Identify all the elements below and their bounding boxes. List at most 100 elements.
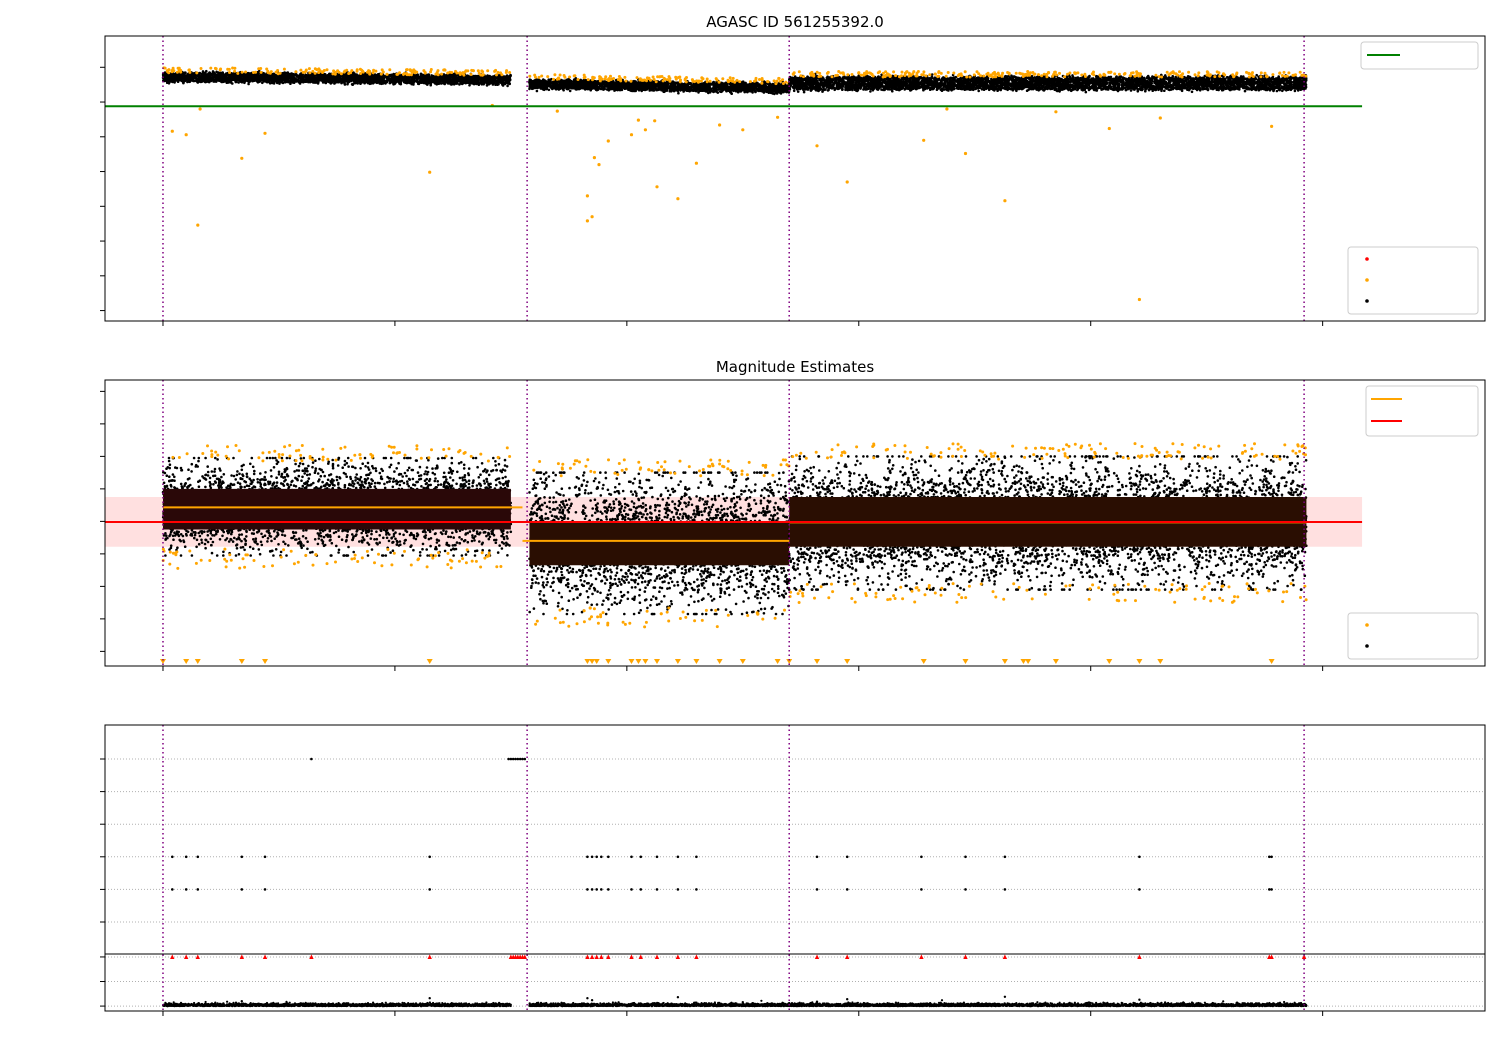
ok-point [434, 81, 437, 84]
ok-point [359, 82, 362, 85]
highlighted-point [350, 69, 354, 73]
ok-point [320, 73, 324, 77]
ok-point [502, 82, 506, 85]
highlighted-point [455, 71, 459, 75]
highlighted-point [359, 72, 363, 75]
highlighted-point [240, 70, 244, 74]
highlighted-point [494, 68, 498, 72]
ok-point [506, 84, 509, 88]
ok-point [283, 71, 287, 74]
ok-point [468, 84, 471, 87]
highlighted-point [361, 70, 365, 74]
highlighted-point [313, 67, 317, 71]
ok-point [543, 85, 547, 89]
ok-point [346, 79, 350, 82]
highlighted-point [372, 68, 376, 72]
ok-point [180, 79, 183, 83]
ok-point [464, 81, 467, 85]
highlighted-point [396, 72, 399, 76]
ok-point [176, 80, 180, 83]
ok-point [442, 82, 445, 85]
ok-point [254, 79, 258, 82]
ok-point [425, 73, 429, 77]
ok-point [508, 78, 512, 81]
ok-point [501, 78, 505, 81]
ok-point [237, 81, 240, 84]
highlighted-point [463, 70, 467, 74]
plot-area-1 [105, 36, 1363, 321]
ok-point [255, 74, 259, 78]
ok-point [200, 77, 203, 81]
ok-point [473, 74, 477, 78]
ok-point [418, 80, 422, 83]
highlighted-point [259, 70, 263, 74]
ok-point [399, 77, 402, 80]
highlighted-point [218, 68, 222, 72]
highlighted-point [231, 66, 235, 70]
highlighted-point [199, 67, 203, 70]
highlighted-point [308, 71, 312, 75]
highlighted-point [179, 70, 183, 74]
ok-point [273, 78, 276, 82]
highlighted-point [429, 70, 433, 74]
ok-point [366, 81, 370, 85]
ok-point [460, 76, 464, 80]
ok-point [461, 79, 464, 83]
ok-point [289, 76, 293, 80]
ok-point [261, 81, 264, 85]
ok-point [482, 82, 485, 85]
highlighted-point [325, 68, 329, 72]
ok-point [306, 80, 310, 83]
ok-point [185, 78, 188, 81]
ok-point [210, 72, 214, 76]
ok-point [428, 76, 432, 79]
ok-point [439, 78, 442, 82]
ok-point [485, 84, 489, 87]
ok-point [348, 75, 352, 79]
ok-point [399, 79, 403, 83]
highlighted-point [415, 70, 419, 74]
ok-point [290, 79, 293, 83]
ok-point [771, 82, 775, 86]
highlighted-point [304, 68, 308, 72]
ok-point [484, 75, 488, 79]
ok-point [235, 79, 238, 83]
highlighted-point [311, 69, 315, 73]
ok-point [365, 76, 368, 80]
ok-point [503, 75, 507, 78]
ok-point [360, 76, 364, 80]
ok-point [275, 77, 279, 80]
ok-point [264, 74, 268, 78]
ok-point [201, 72, 204, 76]
highlighted-point [505, 69, 509, 73]
ok-point [189, 79, 192, 82]
ok-point [267, 79, 270, 82]
ok-point [447, 79, 451, 83]
ok-point [270, 81, 274, 85]
highlighted-point [469, 73, 473, 76]
highlighted-point [343, 69, 347, 73]
ok-point [208, 71, 211, 74]
ok-point [215, 70, 218, 74]
highlighted-point [385, 72, 389, 76]
highlighted-point [294, 70, 298, 74]
ok-point [677, 91, 680, 95]
ok-point [213, 73, 216, 77]
ok-point [461, 81, 465, 85]
highlighted-point [368, 70, 372, 74]
ok-point [204, 75, 207, 78]
ok-point [167, 82, 171, 85]
ok-point [164, 79, 168, 82]
ok-point [199, 80, 203, 84]
ok-point [697, 91, 700, 94]
ok-point [440, 82, 443, 85]
ok-point [259, 79, 262, 82]
highlighted-point [175, 70, 179, 74]
ok-point [247, 82, 250, 86]
ok-point [476, 79, 480, 83]
highlighted-point [228, 71, 231, 74]
ok-point [442, 79, 446, 83]
ok-point [289, 82, 292, 85]
ok-point [221, 73, 225, 77]
